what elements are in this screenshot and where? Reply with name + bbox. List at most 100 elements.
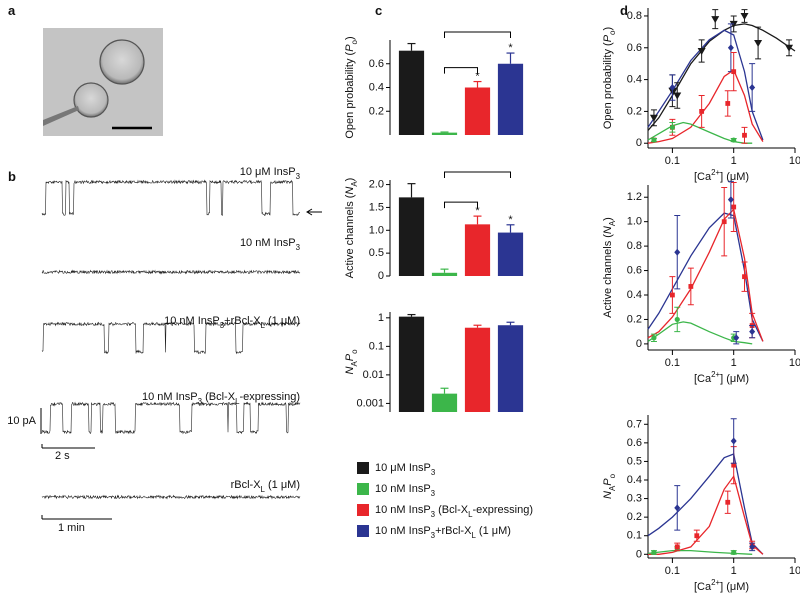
trace-label: 10 nM InsP3+rBcl-XL (1 μM)	[164, 315, 300, 330]
x-tick-label: 10	[789, 565, 800, 577]
data-point	[740, 12, 749, 20]
bar	[431, 132, 458, 135]
y-tick-label: 1.2	[627, 191, 642, 203]
bracket	[444, 171, 511, 178]
data-point	[731, 137, 737, 143]
y-axis-label: Open probability (Po)	[344, 36, 359, 138]
bar	[464, 87, 491, 135]
data-point	[651, 549, 657, 556]
arrow	[306, 208, 322, 216]
x-axis-label: [Ca2+] (μM)	[694, 370, 749, 385]
y-tick-label: 0.2	[627, 313, 642, 325]
channel-trace	[41, 269, 301, 275]
trace-label: 10 nM InsP3	[240, 237, 301, 252]
data-point	[669, 292, 675, 298]
significance: *	[475, 70, 480, 82]
x-tick-label: 0.1	[665, 357, 680, 369]
y-tick-label: 0.6	[627, 42, 642, 54]
data-point	[731, 204, 737, 210]
data-point	[711, 16, 720, 24]
y-axis-label: NAPo	[344, 349, 359, 375]
bar	[431, 393, 458, 412]
y-tick-label: 0.5	[369, 247, 384, 259]
legend-swatch	[357, 504, 369, 516]
data-point	[785, 44, 794, 52]
data-point	[674, 248, 681, 256]
x-tick-label: 1	[731, 357, 737, 369]
y-tick-label: 0.001	[356, 397, 384, 409]
data-point	[749, 328, 756, 336]
channel-trace	[41, 401, 301, 435]
scale-label: 1 min	[58, 522, 85, 534]
y-tick-label: 0.1	[627, 530, 642, 542]
fit-curve	[647, 212, 764, 342]
legend-label: 10 nM InsP3	[375, 483, 436, 498]
y-tick-label: 0	[636, 338, 642, 350]
data-point	[699, 109, 705, 114]
y-tick-label: 0.7	[627, 418, 642, 430]
pipette	[43, 106, 79, 126]
y-tick-label: 0.4	[627, 289, 642, 301]
y-tick-label: 0	[636, 137, 642, 149]
data-point	[731, 69, 737, 75]
data-point	[721, 219, 727, 225]
data-point	[730, 437, 737, 445]
fit-curve	[647, 29, 764, 141]
y-tick-label: 0.4	[627, 73, 642, 85]
bar	[497, 63, 524, 135]
data-point	[651, 137, 657, 143]
bar	[464, 224, 491, 276]
data-point	[733, 334, 740, 342]
y-tick-label: 0.5	[627, 455, 642, 467]
y-tick-label: 0.6	[627, 264, 642, 276]
y-tick-label: 0	[378, 270, 384, 282]
bar	[398, 50, 425, 135]
bar	[398, 316, 425, 412]
y-axis-label: Open probability (Po)	[602, 27, 617, 129]
y-tick-label: 0.1	[369, 340, 384, 352]
y-tick-label: 0.2	[627, 511, 642, 523]
data-point	[651, 335, 657, 341]
x-tick-label: 10	[789, 155, 800, 167]
panel-label: c	[375, 3, 382, 18]
panel-label: d	[620, 3, 628, 18]
trace-label: rBcl-XL (1 μM)	[231, 479, 300, 494]
y-tick-label: 0.6	[369, 58, 384, 70]
x-axis-label: [Ca2+] (μM)	[694, 578, 749, 593]
micrograph-background	[43, 28, 163, 136]
y-tick-label: 0	[636, 548, 642, 560]
bar	[398, 197, 425, 276]
data-point	[674, 316, 680, 323]
data-point	[727, 196, 734, 204]
x-axis-label: [Ca2+] (μM)	[694, 168, 749, 183]
y-tick-label: 0.8	[627, 240, 642, 252]
y-tick-label: 0.01	[363, 369, 384, 381]
data-point	[749, 84, 756, 92]
x-tick-label: 1	[731, 155, 737, 167]
bracket	[444, 201, 478, 209]
fit-curve	[647, 453, 764, 555]
bar	[431, 272, 458, 276]
legend-swatch	[357, 462, 369, 474]
trace-label: 10 nM InsP3 (Bcl-XL-expressing)	[142, 391, 300, 406]
y-tick-label: 1.0	[369, 224, 384, 236]
y-tick-label: 0.4	[627, 474, 642, 486]
bracket	[444, 67, 478, 74]
x-tick-label: 0.1	[665, 155, 680, 167]
legend-label: 10 μM InsP3	[375, 462, 436, 477]
data-point	[731, 549, 737, 556]
y-tick-label: 1	[378, 312, 384, 324]
data-point	[669, 84, 676, 92]
y-axis-label: NAPo	[602, 473, 617, 499]
fit-curve	[647, 121, 753, 144]
legend-swatch	[357, 525, 369, 537]
y-tick-label: 0.6	[627, 437, 642, 449]
significance: *	[508, 214, 513, 226]
y-tick-label: 0.2	[627, 105, 642, 117]
y-tick-label: 0.4	[369, 81, 384, 93]
bar	[497, 232, 524, 276]
y-tick-label: 2.0	[369, 178, 384, 190]
data-point	[674, 544, 680, 550]
y-axis-label: Active channels (NA)	[344, 178, 359, 279]
